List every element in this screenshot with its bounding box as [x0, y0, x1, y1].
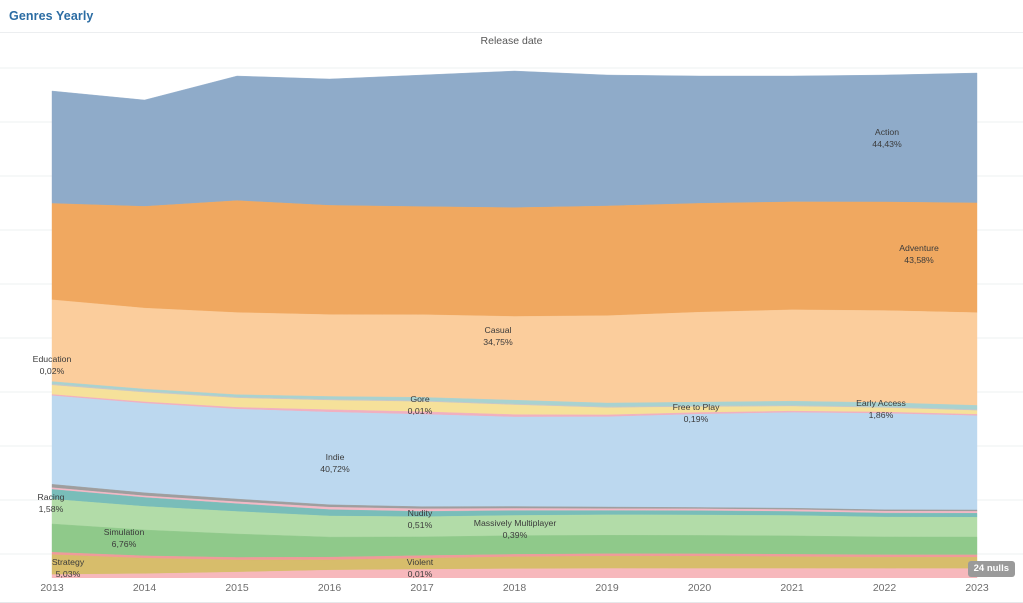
stacked-area-chart[interactable]	[0, 53, 1023, 578]
viz-header: Genres Yearly	[0, 0, 1023, 33]
area-band-action[interactable]	[51, 70, 978, 208]
x-axis-tick: 2023	[965, 582, 989, 594]
x-axis: 2013 2014 2015 2016 2017 2018 2019 2020 2021 2022…	[0, 578, 1023, 603]
x-axis-tick: 2014	[132, 582, 157, 594]
area-bands-group[interactable]	[51, 70, 978, 579]
x-axis-tick: 2020	[687, 582, 712, 594]
x-axis-tick: 2017	[410, 582, 434, 594]
x-axis-tick: 2021	[780, 582, 804, 594]
nulls-badge[interactable]: 24 nulls	[967, 561, 1015, 577]
x-axis-tick: 2013	[40, 582, 64, 594]
x-axis-tick: 2019	[595, 582, 619, 594]
x-axis-tick: 2016	[317, 582, 342, 594]
chart-plot-area[interactable]	[0, 53, 1023, 578]
page-title: Genres Yearly	[9, 9, 94, 23]
x-axis-tick: 2022	[872, 582, 897, 594]
area-band-violent[interactable]	[51, 568, 978, 579]
x-axis-tick: 2018	[502, 582, 527, 594]
chart-title: Release date	[480, 35, 543, 47]
x-axis-tick: 2015	[225, 582, 249, 594]
area-band-adventure[interactable]	[51, 200, 978, 317]
